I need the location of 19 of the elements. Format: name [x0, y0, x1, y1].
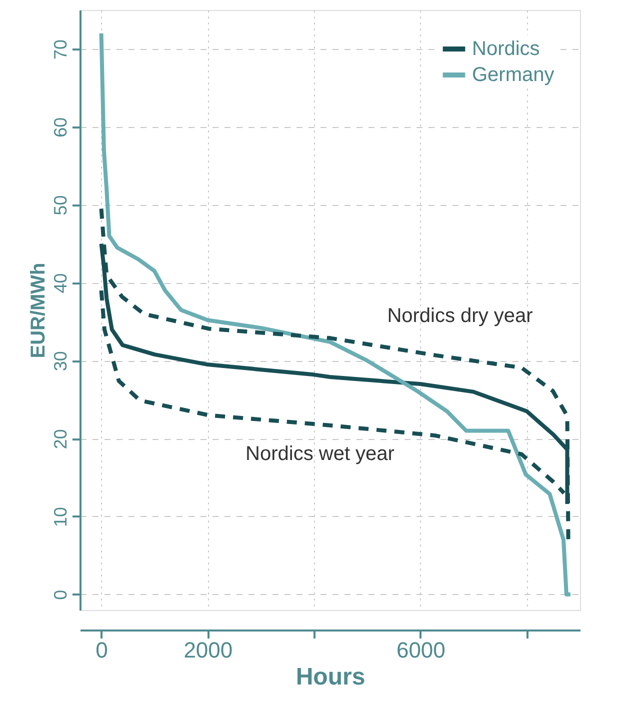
legend-label: Nordics	[472, 38, 540, 60]
x-tick-label: 6000	[396, 638, 446, 662]
y-tick-label: 50	[50, 195, 70, 216]
y-tick-label: 10	[50, 506, 70, 528]
line-series	[99, 31, 572, 596]
x-tick-label: 0	[96, 638, 108, 662]
y-tick-label: 40	[50, 273, 70, 294]
annotation: Nordics dry year	[387, 305, 534, 327]
x-axis-title: Hours	[296, 664, 366, 690]
y-axis-title: EUR/MWh	[28, 262, 50, 358]
legend-label: Germany	[472, 64, 554, 86]
x-tick-label: 2000	[184, 638, 233, 662]
y-tick-label: 70	[50, 39, 70, 60]
line-series	[99, 206, 570, 542]
y-tick-label: 60	[50, 117, 70, 138]
y-tick-label: 30	[50, 351, 70, 372]
y-tick-label: 20	[50, 429, 70, 450]
annotation: Nordics wet year	[246, 443, 395, 465]
y-tick-label: 0	[50, 590, 70, 600]
